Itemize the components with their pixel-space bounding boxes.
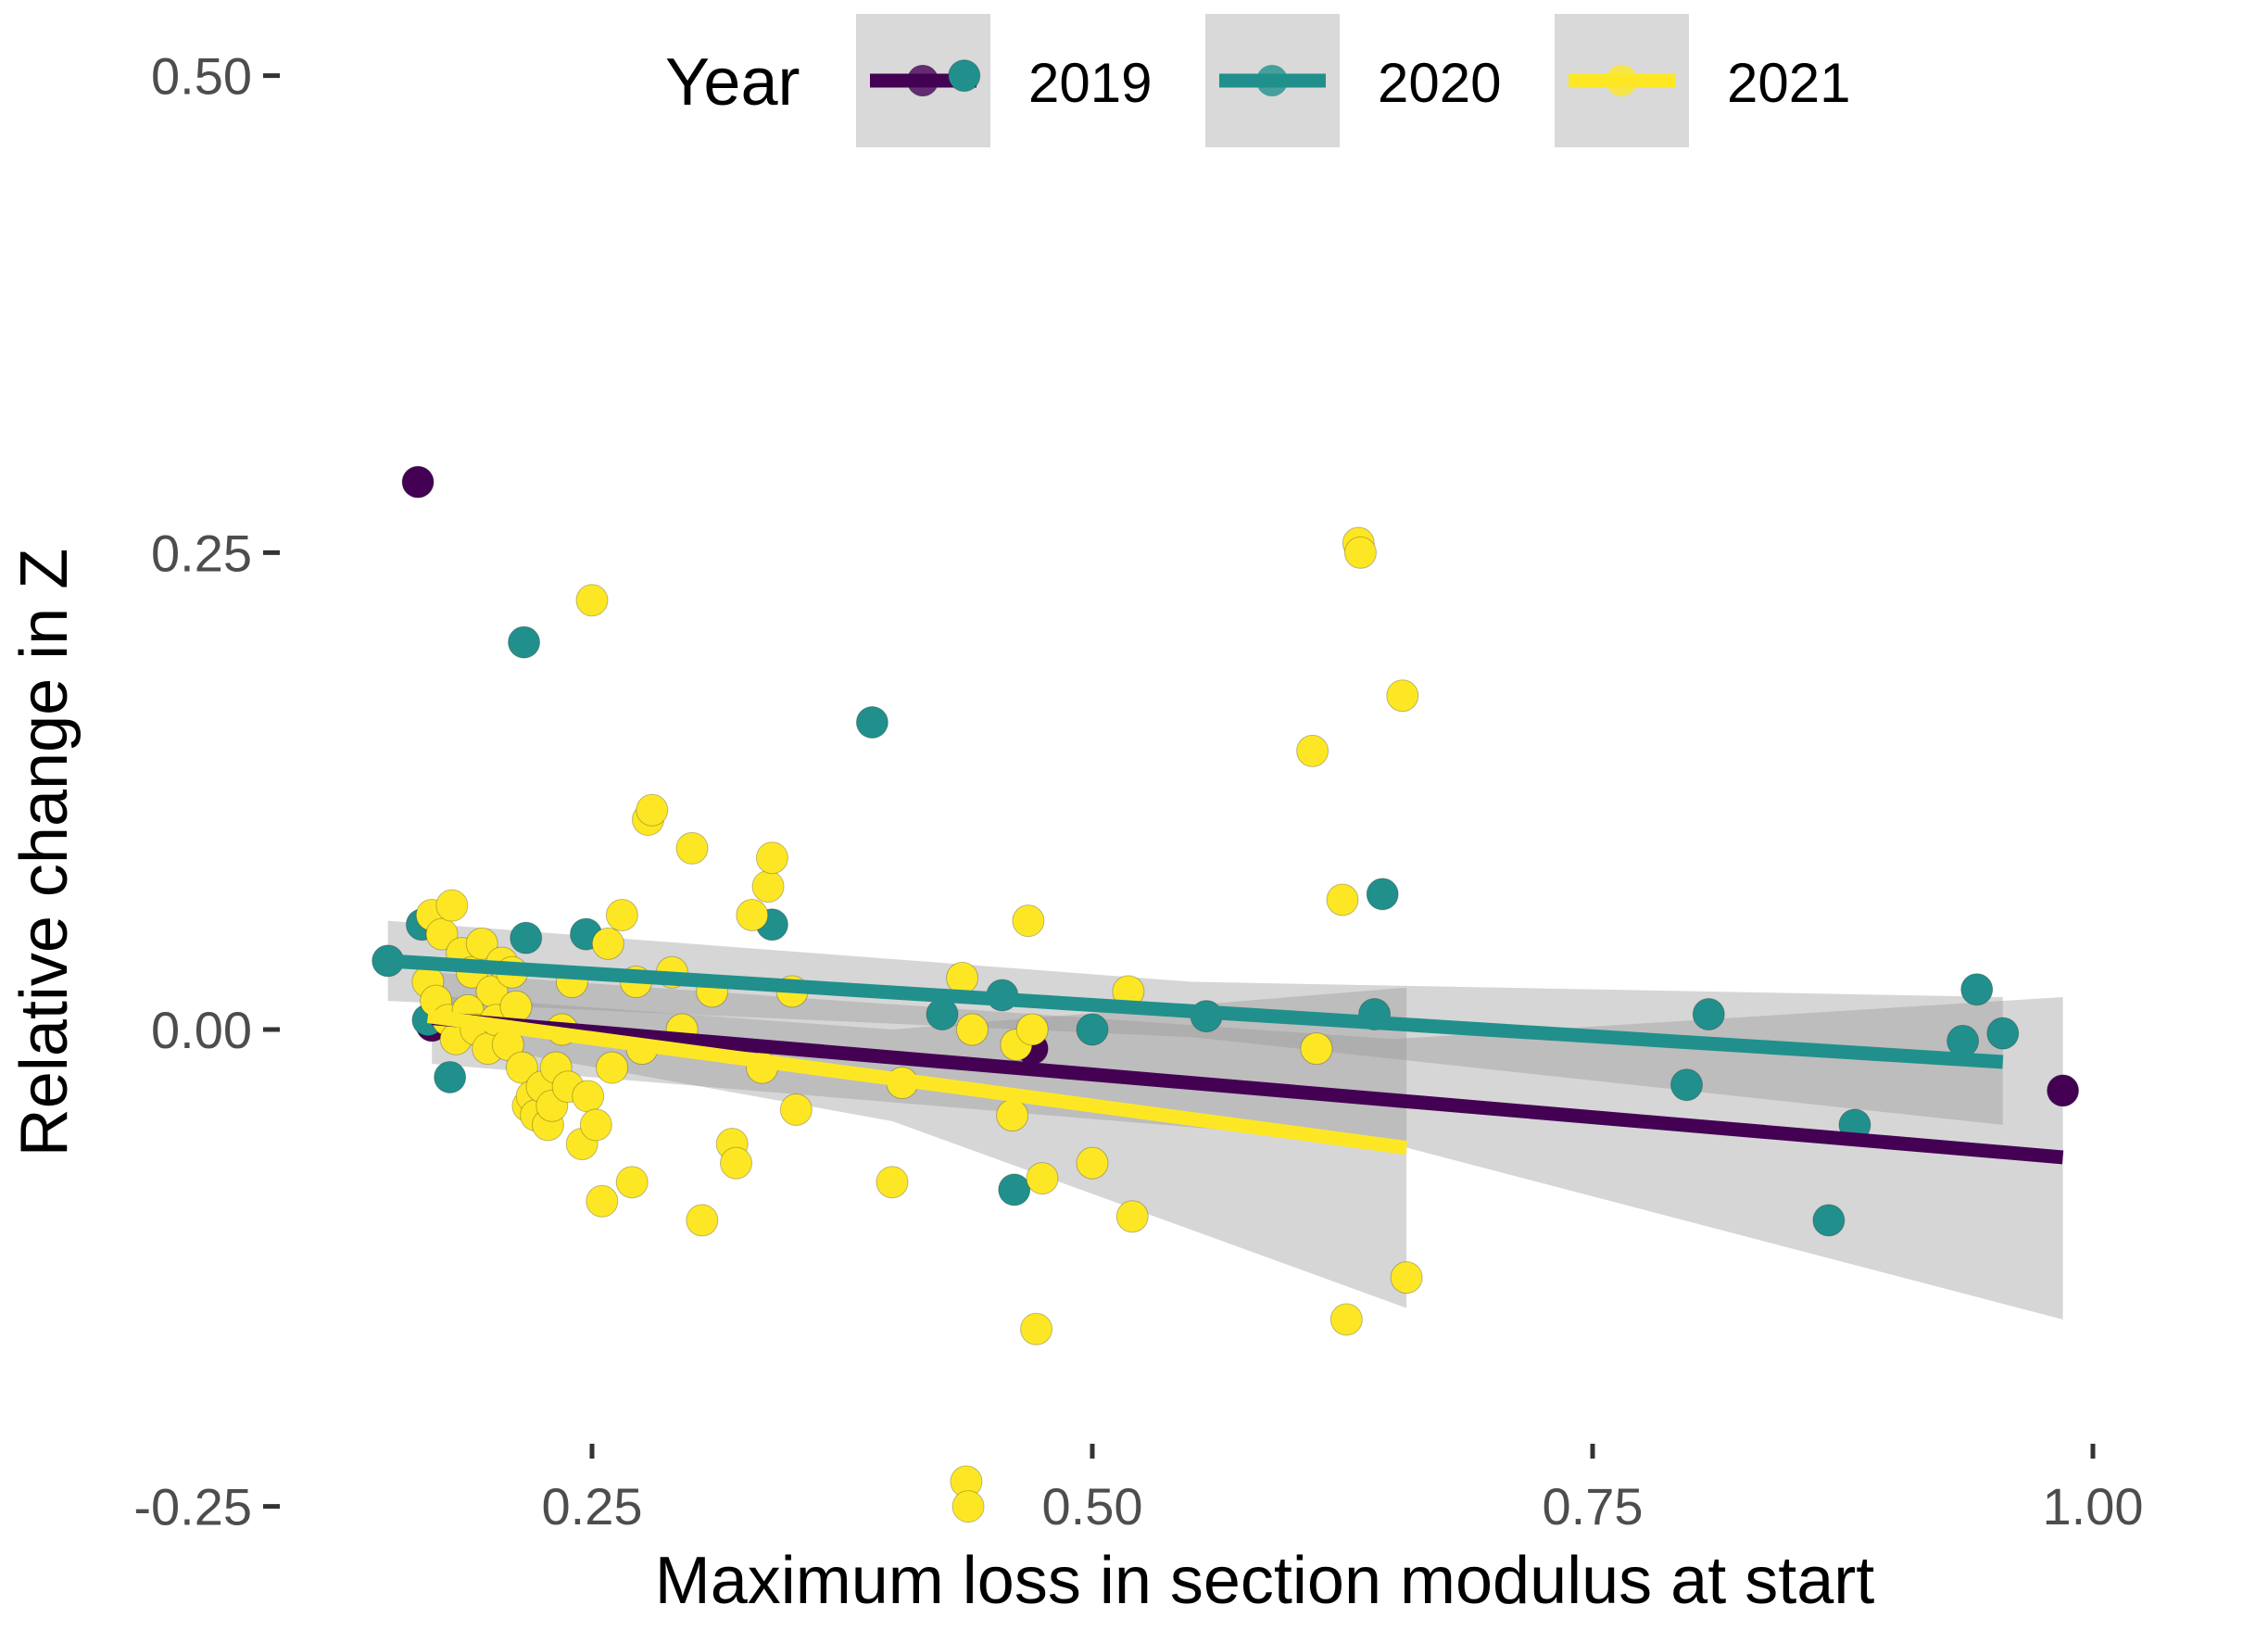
point-2021 — [579, 1108, 612, 1142]
point-2021 — [1300, 1032, 1333, 1066]
point-2021 — [1012, 904, 1045, 938]
point-2020 — [1692, 998, 1725, 1031]
point-2021 — [636, 793, 669, 827]
point-2021 — [1390, 1261, 1423, 1295]
point-2021 — [465, 927, 498, 960]
point-2020 — [998, 1173, 1031, 1207]
point-2021 — [736, 898, 769, 931]
y-axis-title: Relative change in Z — [7, 549, 82, 1156]
point-2020 — [948, 59, 981, 93]
point-2021 — [1076, 1146, 1109, 1180]
point-2021 — [996, 1099, 1029, 1132]
point-2021 — [946, 961, 979, 994]
point-2021 — [1026, 1162, 1059, 1195]
legend-point-2021 — [1606, 65, 1637, 96]
point-2020 — [1986, 1017, 2020, 1050]
legend-point-2019 — [907, 65, 939, 96]
point-2020 — [434, 1060, 467, 1093]
point-2020 — [1366, 878, 1399, 911]
point-2020 — [508, 625, 541, 659]
point-2021 — [1343, 536, 1377, 569]
point-2021 — [605, 898, 638, 931]
axes: 0.25 0.50 0.75 1.00 -0.25 0.00 0.25 0.50 — [133, 47, 2143, 1536]
ribbon-2021 — [427, 987, 1407, 1308]
y-tick-label: 0.25 — [151, 524, 252, 582]
point-2021 — [505, 1051, 538, 1084]
x-tick-label: 0.75 — [1543, 1477, 1644, 1535]
point-2021 — [596, 1051, 629, 1084]
x-tick-label: 0.50 — [1042, 1477, 1143, 1535]
point-2021 — [425, 917, 459, 951]
point-2021 — [720, 1146, 753, 1180]
point-2021 — [615, 1166, 649, 1199]
x-tick-label: 0.25 — [542, 1477, 643, 1535]
trend-line-2021 — [426, 1009, 1408, 1156]
point-2020 — [1960, 973, 1994, 1006]
point-2020 — [510, 921, 543, 954]
y-tick-label: 0.00 — [151, 1001, 252, 1059]
point-2020 — [1076, 1013, 1109, 1046]
point-2021 — [686, 1204, 719, 1237]
point-2020 — [926, 998, 959, 1031]
point-2019 — [2047, 1074, 2080, 1107]
point-2021 — [876, 1166, 909, 1199]
trend-lines — [387, 954, 2064, 1165]
legend-title: Year — [665, 45, 800, 120]
point-2021 — [779, 1093, 813, 1126]
point-2021 — [1015, 1013, 1049, 1046]
legend-point-2020 — [1256, 65, 1288, 96]
point-2021 — [755, 841, 788, 875]
legend-label-2019: 2019 — [1028, 52, 1152, 114]
x-tick-label: 1.00 — [2043, 1477, 2144, 1535]
point-2021 — [751, 870, 785, 903]
point-2021 — [586, 1184, 619, 1218]
point-2021 — [1326, 883, 1359, 916]
legend: Year 2019 2020 2021 — [665, 14, 1850, 147]
point-2021 — [1386, 679, 1419, 713]
legend-label-2020: 2020 — [1378, 52, 1501, 114]
x-axis-title: Maximum loss in section modulus at start — [655, 1544, 1874, 1618]
point-2021 — [675, 831, 709, 865]
point-2021 — [951, 1490, 985, 1523]
point-2020 — [1670, 1068, 1704, 1102]
point-2021 — [1296, 734, 1329, 767]
y-tick-label: -0.25 — [133, 1478, 252, 1536]
point-2021 — [572, 1080, 605, 1113]
point-2021 — [1115, 1200, 1149, 1233]
point-2021 — [575, 584, 609, 617]
point-2021 — [591, 927, 624, 960]
y-tick-label: 0.50 — [151, 47, 252, 106]
trend-line-2019 — [431, 1011, 2064, 1165]
point-2020 — [1812, 1204, 1846, 1237]
point-2020 — [855, 706, 888, 739]
point-2021 — [435, 889, 469, 922]
trend-line-2020 — [387, 954, 2004, 1069]
data-points — [372, 59, 2080, 1523]
point-2021 — [1329, 1303, 1363, 1336]
legend-label-2021: 2021 — [1727, 52, 1850, 114]
point-2019 — [401, 465, 435, 499]
point-2021 — [955, 1013, 989, 1046]
point-2021 — [1020, 1312, 1053, 1346]
